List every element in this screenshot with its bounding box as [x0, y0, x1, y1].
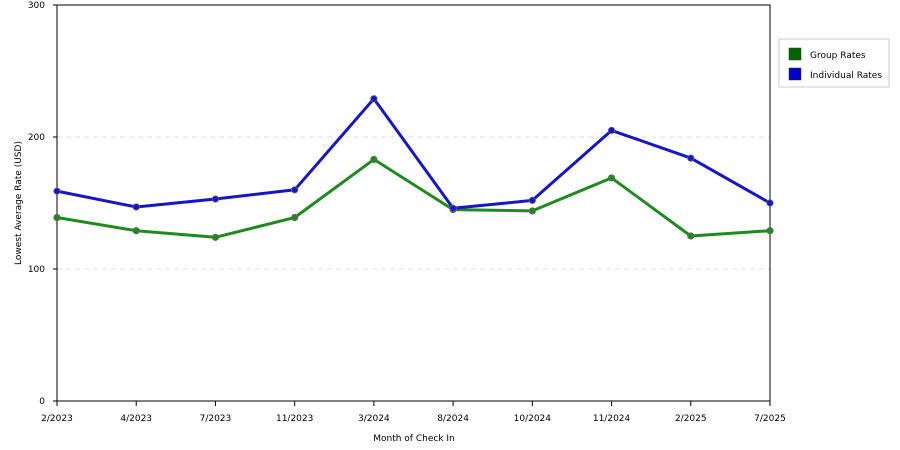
data-point: [766, 227, 774, 235]
data-point: [53, 213, 61, 222]
legend-swatch: [788, 47, 802, 61]
x-tick-label: 3/2024: [358, 414, 390, 424]
legend-label: Group Rates: [810, 51, 866, 61]
x-tick-label: 4/2023: [120, 414, 152, 424]
x-tick-label: 11/2024: [593, 414, 631, 424]
legend: Group Rates Individual Rates: [778, 38, 890, 88]
x-tick-label: 11/2023: [276, 414, 313, 424]
x-axis-title: Month of Check In: [373, 434, 455, 444]
series-layer: [53, 95, 774, 241]
data-point: [291, 186, 299, 194]
data-point: [211, 195, 220, 203]
data-point: [528, 207, 536, 215]
data-point: [370, 155, 378, 164]
data-point: [607, 174, 616, 182]
x-tick-label: 8/2024: [437, 414, 469, 424]
series-line: [56, 97, 771, 210]
grid-layer: [57, 136, 770, 270]
legend-label: Individual Rates: [810, 71, 882, 81]
y-axis-title: Lowest Average Rate (USD): [14, 141, 24, 265]
y-tick-label: 300: [28, 1, 45, 11]
series-group-rates: [53, 155, 774, 241]
data-point: [370, 95, 378, 103]
y-tick-label: 0: [39, 397, 45, 407]
data-point: [687, 232, 695, 240]
data-point: [53, 187, 61, 195]
x-tick-label: 10/2024: [514, 414, 552, 424]
legend-swatch: [788, 67, 802, 81]
x-axis: 2/2023 4/2023 7/2023 11/2023 3/2024 8/2024 10/…: [41, 401, 786, 424]
y-tick-label: 100: [28, 265, 45, 275]
x-tick-label: 7/2023: [200, 414, 232, 424]
x-tick-label: 2/2023: [41, 414, 73, 424]
data-point: [766, 199, 774, 207]
legend-items: Group Rates Individual Rates: [788, 47, 882, 81]
data-point: [449, 204, 457, 212]
data-point: [291, 213, 299, 222]
series-line: [56, 157, 771, 239]
data-point: [607, 126, 616, 134]
data-point: [132, 203, 140, 211]
data-point: [211, 233, 220, 241]
y-tick-label: 200: [28, 133, 45, 143]
series-individual-rates: [53, 95, 774, 212]
y-axis: 0 100 200 300: [28, 1, 57, 407]
x-tick-label: 2/2025: [675, 414, 707, 424]
data-point: [687, 154, 695, 162]
data-point: [528, 196, 536, 204]
x-tick-label: 7/2025: [754, 414, 786, 424]
data-point: [132, 227, 140, 235]
